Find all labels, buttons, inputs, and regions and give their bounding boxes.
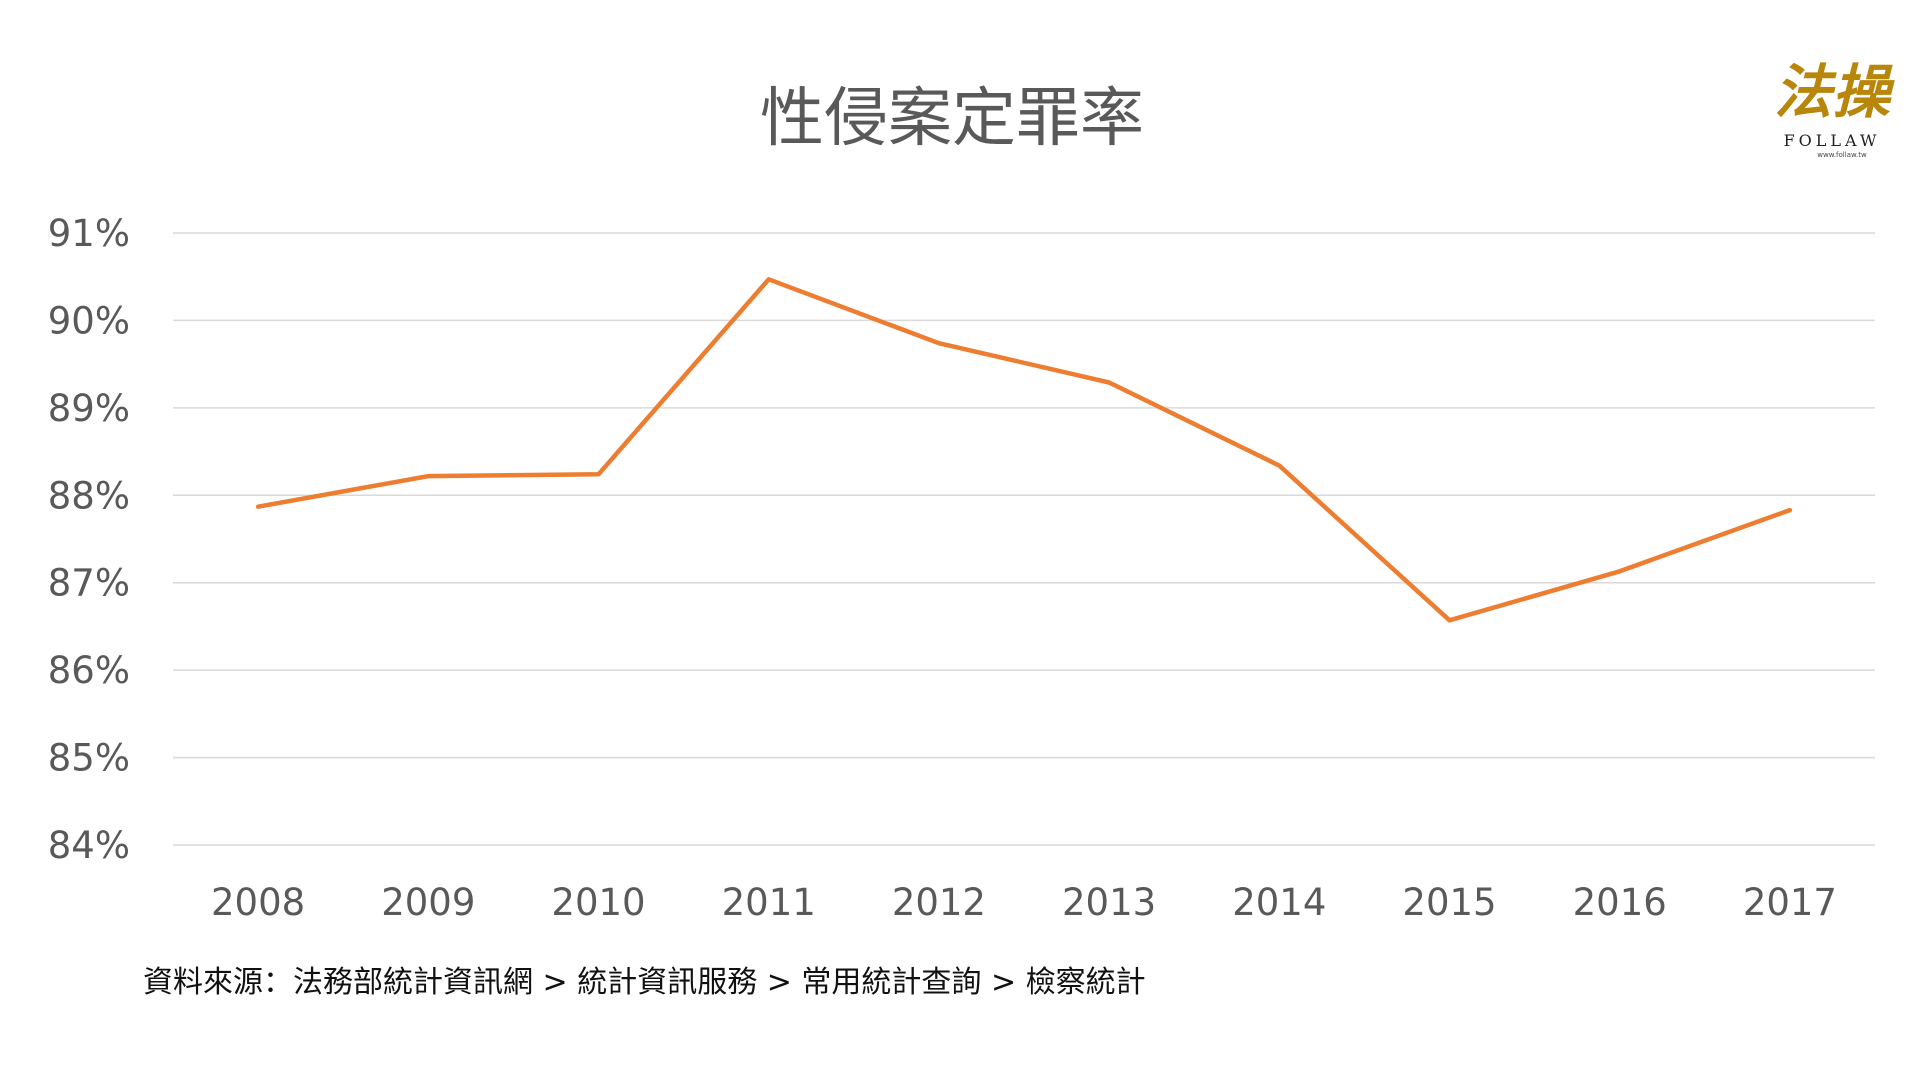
follaw-logo: 法操 FOLLAW www.follaw.tw <box>1774 58 1895 159</box>
x-tick-label: 2008 <box>211 881 305 924</box>
x-tick-label: 2017 <box>1743 881 1837 924</box>
gridlines <box>173 232 1875 846</box>
y-tick-label: 85% <box>48 737 130 780</box>
logo-url: www.follaw.tw <box>1817 151 1867 159</box>
x-tick-label: 2009 <box>381 881 475 924</box>
y-tick-label: 86% <box>48 649 130 692</box>
logo-wordmark: FOLLAW <box>1784 131 1881 150</box>
x-tick-label: 2013 <box>1062 881 1156 924</box>
chart-title: 性侵案定罪率 <box>760 82 1144 156</box>
x-tick-label: 2014 <box>1232 881 1326 924</box>
y-tick-label: 88% <box>48 474 130 517</box>
y-tick-label: 87% <box>48 562 130 605</box>
source-note: 資料來源：法務部統計資訊網 > 統計資訊服務 > 常用統計查詢 > 檢察統計 <box>143 965 1146 1000</box>
y-tick-label: 89% <box>48 387 130 430</box>
y-tick-label: 84% <box>48 824 130 867</box>
logo-mark: 法操 <box>1774 58 1895 126</box>
x-tick-label: 2011 <box>722 881 816 924</box>
x-tick-label: 2016 <box>1573 881 1667 924</box>
x-tick-label: 2010 <box>551 881 645 924</box>
y-tick-label: 90% <box>48 299 130 342</box>
x-tick-label: 2012 <box>892 881 986 924</box>
x-tick-label: 2015 <box>1402 881 1496 924</box>
x-axis-labels: 2008 2009 2010 2011 2012 2013 2014 2015 2016 2017 <box>211 881 1837 924</box>
series-layer <box>255 277 1793 623</box>
y-axis-labels: 91% 90% 89% 88% 87% 86% 85% 84% <box>48 212 130 867</box>
series-line <box>255 277 1793 623</box>
y-tick-label: 91% <box>48 212 130 255</box>
